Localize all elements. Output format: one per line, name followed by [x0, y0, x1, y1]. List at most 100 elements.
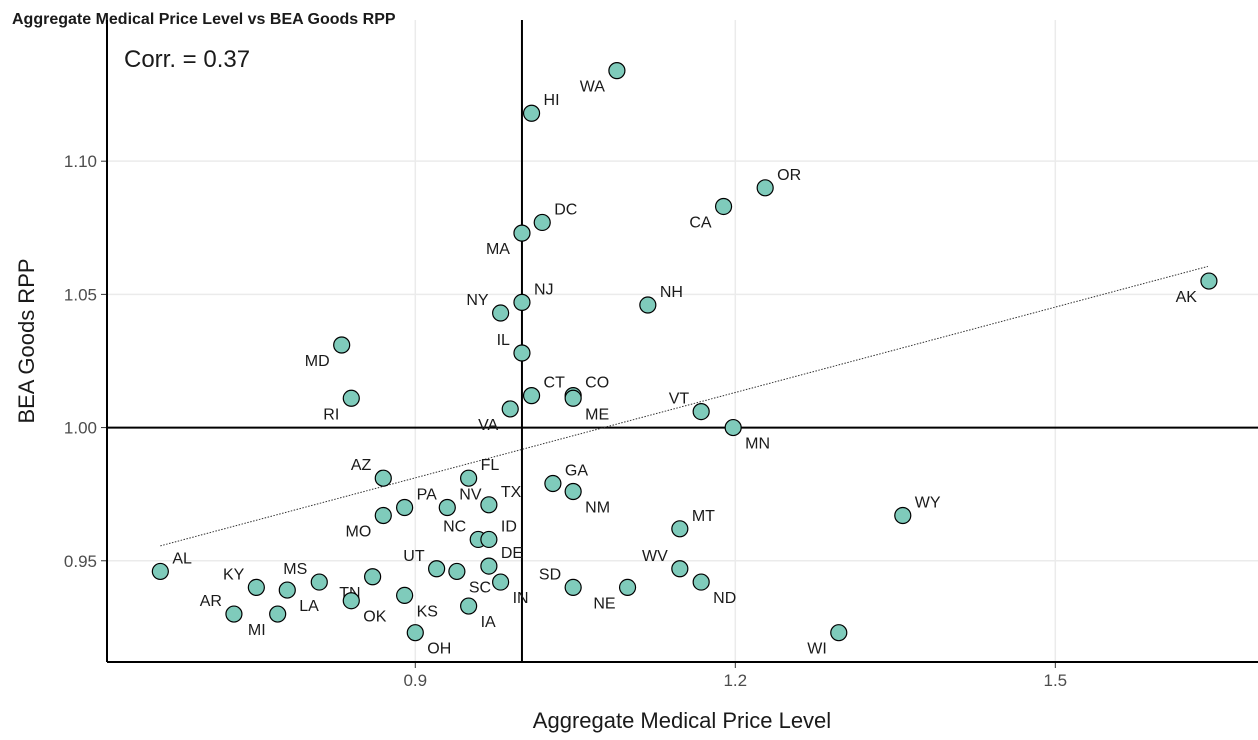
point [448, 562, 466, 581]
point-label: DC [554, 201, 577, 218]
point-label: IL [497, 332, 510, 349]
point-label: SC [469, 579, 491, 596]
point [310, 573, 328, 591]
point [564, 578, 582, 597]
point-label: ME [585, 406, 609, 423]
annotation: Corr. = 0.37 [124, 46, 250, 73]
point [692, 573, 710, 591]
point-label: IN [513, 590, 529, 607]
point-label: MS [283, 561, 307, 578]
point [671, 560, 689, 578]
point [269, 605, 287, 623]
point [830, 624, 848, 642]
point [564, 482, 582, 501]
point-label: CO [585, 375, 609, 392]
point [756, 179, 774, 197]
point [492, 573, 510, 591]
point [247, 578, 265, 597]
point [396, 586, 414, 605]
point [724, 418, 742, 437]
point-label: WA [580, 79, 606, 96]
point [533, 213, 551, 232]
point-label: CA [689, 214, 712, 231]
point [692, 402, 710, 421]
point-label: LA [299, 598, 319, 615]
point-label: PA [417, 486, 437, 503]
point-label: VT [669, 391, 690, 408]
point [374, 469, 392, 487]
point-label: IA [481, 614, 496, 631]
point [714, 197, 733, 216]
point-label: UT [403, 548, 425, 565]
point [460, 597, 478, 615]
point [492, 304, 510, 322]
point-label: WI [807, 641, 827, 658]
point-label: KS [417, 603, 438, 620]
point-label: CT [544, 375, 566, 392]
point [364, 568, 382, 586]
point [151, 562, 169, 581]
point [544, 474, 562, 493]
point [480, 557, 498, 575]
x-tick-label: 1.5 [1044, 671, 1068, 690]
point [522, 104, 541, 122]
point [671, 520, 689, 538]
y-tick-label: 0.95 [64, 552, 97, 571]
point [225, 605, 243, 623]
point [428, 560, 446, 578]
point-label: KY [223, 566, 245, 583]
point [406, 624, 424, 642]
point-label: SD [539, 566, 561, 583]
point-label: NC [443, 518, 466, 535]
point [460, 469, 478, 487]
point [608, 62, 626, 80]
point-label: AK [1176, 289, 1198, 306]
point [501, 400, 519, 418]
point [639, 296, 657, 314]
y-tick-label: 1.00 [64, 419, 97, 438]
point [278, 581, 296, 599]
point [522, 387, 541, 405]
point-label: MA [486, 241, 510, 258]
y-tick-label: 1.10 [64, 152, 97, 171]
point-label: AZ [351, 457, 372, 474]
trend-line [160, 265, 1208, 547]
point-label: FL [481, 457, 500, 474]
point-label: MI [248, 622, 266, 639]
point-label: WY [915, 494, 941, 511]
point-label: MD [305, 353, 330, 370]
point [342, 592, 360, 610]
x-tick-label: 0.9 [403, 671, 427, 690]
point [480, 530, 498, 549]
point [618, 578, 637, 597]
point-label: ND [713, 590, 736, 607]
x-tick-label: 1.2 [723, 671, 747, 690]
point [374, 506, 392, 525]
point [1200, 272, 1218, 290]
point-label: MO [346, 523, 372, 540]
point-label: NE [593, 595, 615, 612]
point [513, 293, 531, 311]
point [513, 344, 531, 362]
point-label: OR [777, 167, 801, 184]
point-label: AL [172, 550, 192, 567]
point-label: RI [323, 406, 339, 423]
x-axis-label: Aggregate Medical Price Level [533, 708, 831, 733]
chart-title: Aggregate Medical Price Level vs BEA Goo… [12, 11, 396, 28]
point-label: MN [745, 436, 770, 453]
point [894, 506, 912, 525]
point-label: NH [660, 284, 683, 301]
point-label: AR [200, 593, 222, 610]
point-label: NV [459, 486, 482, 503]
y-tick-label: 1.05 [64, 285, 97, 304]
point-label: TX [501, 484, 522, 501]
point-label: NY [466, 292, 489, 309]
point-label: OH [427, 641, 451, 658]
point [342, 389, 360, 407]
point [438, 498, 456, 517]
point [564, 389, 582, 407]
point [513, 224, 531, 242]
point-label: NJ [534, 281, 554, 298]
point-label: HI [544, 92, 560, 109]
